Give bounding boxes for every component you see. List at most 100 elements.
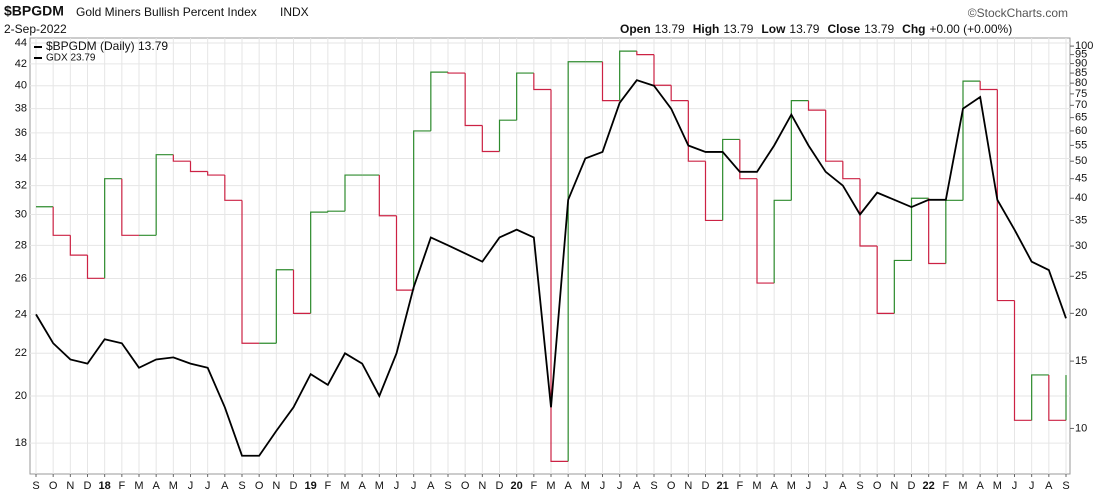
x-tick-label: M [546, 480, 555, 492]
step-segment [962, 80, 981, 201]
x-tick-label: S [238, 480, 245, 492]
step-segment [928, 198, 946, 265]
x-tick-label: J [1029, 480, 1035, 492]
y-tick-label: 36 [15, 127, 27, 139]
step-segment [550, 89, 569, 462]
quote-label: High [693, 22, 720, 36]
x-tick-label: A [1045, 480, 1053, 492]
y2-tick-label: 95 [1075, 49, 1087, 61]
x-tick-label: F [736, 480, 743, 492]
step-segment [722, 138, 740, 221]
y-tick-label: 42 [15, 58, 27, 70]
x-tick-label: M [993, 480, 1002, 492]
step-segment [481, 125, 500, 153]
y-tick-label: 18 [15, 437, 27, 449]
x-tick-label: 21 [717, 480, 729, 492]
x-tick-label: D [908, 480, 916, 492]
x-tick-label: 20 [511, 480, 523, 492]
y2-tick-label: 40 [1075, 192, 1087, 204]
step-segment [636, 51, 654, 56]
x-tick-label: D [84, 480, 92, 492]
x-tick-label: A [221, 480, 229, 492]
step-segment [790, 100, 809, 201]
chart-title: Gold Miners Bullish Percent Index [76, 5, 257, 19]
plot [30, 38, 1070, 474]
y2-tick-label: 50 [1075, 155, 1087, 167]
y2-tick-label: 30 [1075, 240, 1087, 252]
step-segment [447, 72, 466, 74]
step-segment [189, 161, 208, 173]
step-segment [207, 171, 225, 176]
exchange: INDX [280, 5, 309, 19]
quote-value: +0.00 (+0.00%) [929, 22, 1012, 36]
step-segment [670, 85, 689, 102]
legend-label: GDX 23.79 [46, 53, 96, 64]
y2-tick-label: 100 [1075, 40, 1093, 52]
x-tick-label: S [650, 480, 657, 492]
x-tick-label: S [856, 480, 863, 492]
step-segment [241, 200, 260, 344]
x-tick-label: A [427, 480, 435, 492]
x-tick-label: M [375, 480, 384, 492]
step-segment [69, 235, 88, 256]
y2-tick-label: 15 [1075, 355, 1087, 367]
x-tick-label: 18 [99, 480, 111, 492]
x-tick-label: A [633, 480, 641, 492]
y2-tick-label: 90 [1075, 58, 1087, 70]
credit: ©StockCharts.com [968, 6, 1068, 20]
x-tick-label: O [255, 480, 264, 492]
legend-label: $BPGDM (Daily) 13.79 [46, 39, 168, 53]
step-segment [756, 178, 775, 284]
y2-tick-label: 55 [1075, 139, 1087, 151]
step-segment [601, 61, 620, 102]
plot-frame [29, 37, 1071, 475]
x-tick-label: J [806, 480, 812, 492]
y2-tick-label: 85 [1075, 67, 1087, 79]
step-segment [687, 100, 706, 162]
step-segment [224, 175, 242, 201]
step-segment [979, 81, 998, 91]
x-tick-label: A [770, 480, 778, 492]
step-segment [121, 178, 139, 236]
y-tick-label: 20 [15, 390, 27, 402]
step-segment [876, 246, 895, 314]
x-tick-label: D [290, 480, 298, 492]
step-segment [910, 197, 929, 261]
step-segment [1013, 300, 1032, 421]
step-segment [807, 100, 826, 111]
step-segment [945, 199, 963, 264]
y-tick-label: 44 [15, 37, 27, 49]
price-line [35, 79, 1067, 457]
quote-value: 13.79 [723, 22, 753, 36]
x-tick-label: A [564, 480, 572, 492]
step-segment [275, 269, 294, 344]
x-tick-label: O [667, 480, 676, 492]
y2-tick-label: 20 [1075, 307, 1087, 319]
quote-label: Close [827, 22, 860, 36]
y2-tick-label: 35 [1075, 214, 1087, 226]
step-segment [516, 72, 534, 121]
y-tick-label: 40 [15, 80, 27, 92]
x-tick-label: M [752, 480, 761, 492]
y-tick-label: 32 [15, 179, 27, 191]
y-tick-label: 34 [15, 152, 27, 164]
y2-tick-label: 70 [1075, 99, 1087, 111]
y-tick-label: 26 [15, 272, 27, 284]
y2-tick-label: 25 [1075, 270, 1087, 282]
step-segment [859, 178, 878, 247]
x-tick-label: J [1012, 480, 1018, 492]
x-tick-label: J [617, 480, 623, 492]
x-tick-label: O [873, 480, 882, 492]
step-segment [704, 161, 723, 222]
x-tick-label: M [581, 480, 590, 492]
x-tick-label: 19 [305, 480, 317, 492]
y-tick-label: 24 [15, 308, 27, 320]
quote-label: Chg [902, 22, 925, 36]
x-tick-label: N [478, 480, 486, 492]
quote-label: Open [620, 22, 651, 36]
x-tick-label: N [890, 480, 898, 492]
x-tick-label: F [118, 480, 125, 492]
x-tick-label: O [49, 480, 58, 492]
step-segment [86, 255, 105, 279]
